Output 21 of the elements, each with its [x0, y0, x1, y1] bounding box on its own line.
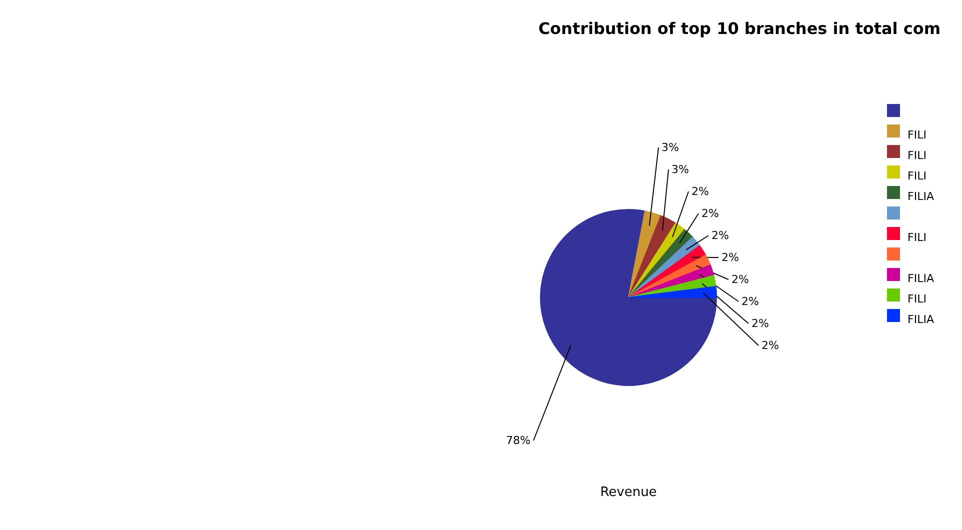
legend-label: FILI	[908, 292, 926, 306]
legend-label: FILI	[908, 231, 926, 244]
data-label: 2%	[732, 273, 749, 286]
chart-title: Contribution of top 10 branches in total com	[538, 19, 940, 38]
data-label: 2%	[762, 339, 779, 352]
data-label: 2%	[702, 207, 719, 220]
data-label: 3%	[662, 141, 679, 154]
legend-label: FILI	[908, 149, 926, 162]
data-label: 3%	[672, 163, 689, 176]
legend-label: FILI	[908, 170, 926, 182]
legend-label: FILI	[908, 128, 926, 142]
data-label: 2%	[722, 251, 739, 264]
legend-label: FILIA	[908, 272, 934, 285]
data-label: 2%	[712, 229, 729, 242]
legend-label: FILIA	[908, 313, 934, 326]
data-label: 2%	[742, 295, 759, 308]
data-label: 2%	[752, 317, 769, 330]
data-label: 78%	[506, 434, 531, 447]
legend-label: FILIA	[908, 190, 934, 203]
data-label: 2%	[692, 185, 709, 198]
text: Revenue	[600, 485, 657, 500]
